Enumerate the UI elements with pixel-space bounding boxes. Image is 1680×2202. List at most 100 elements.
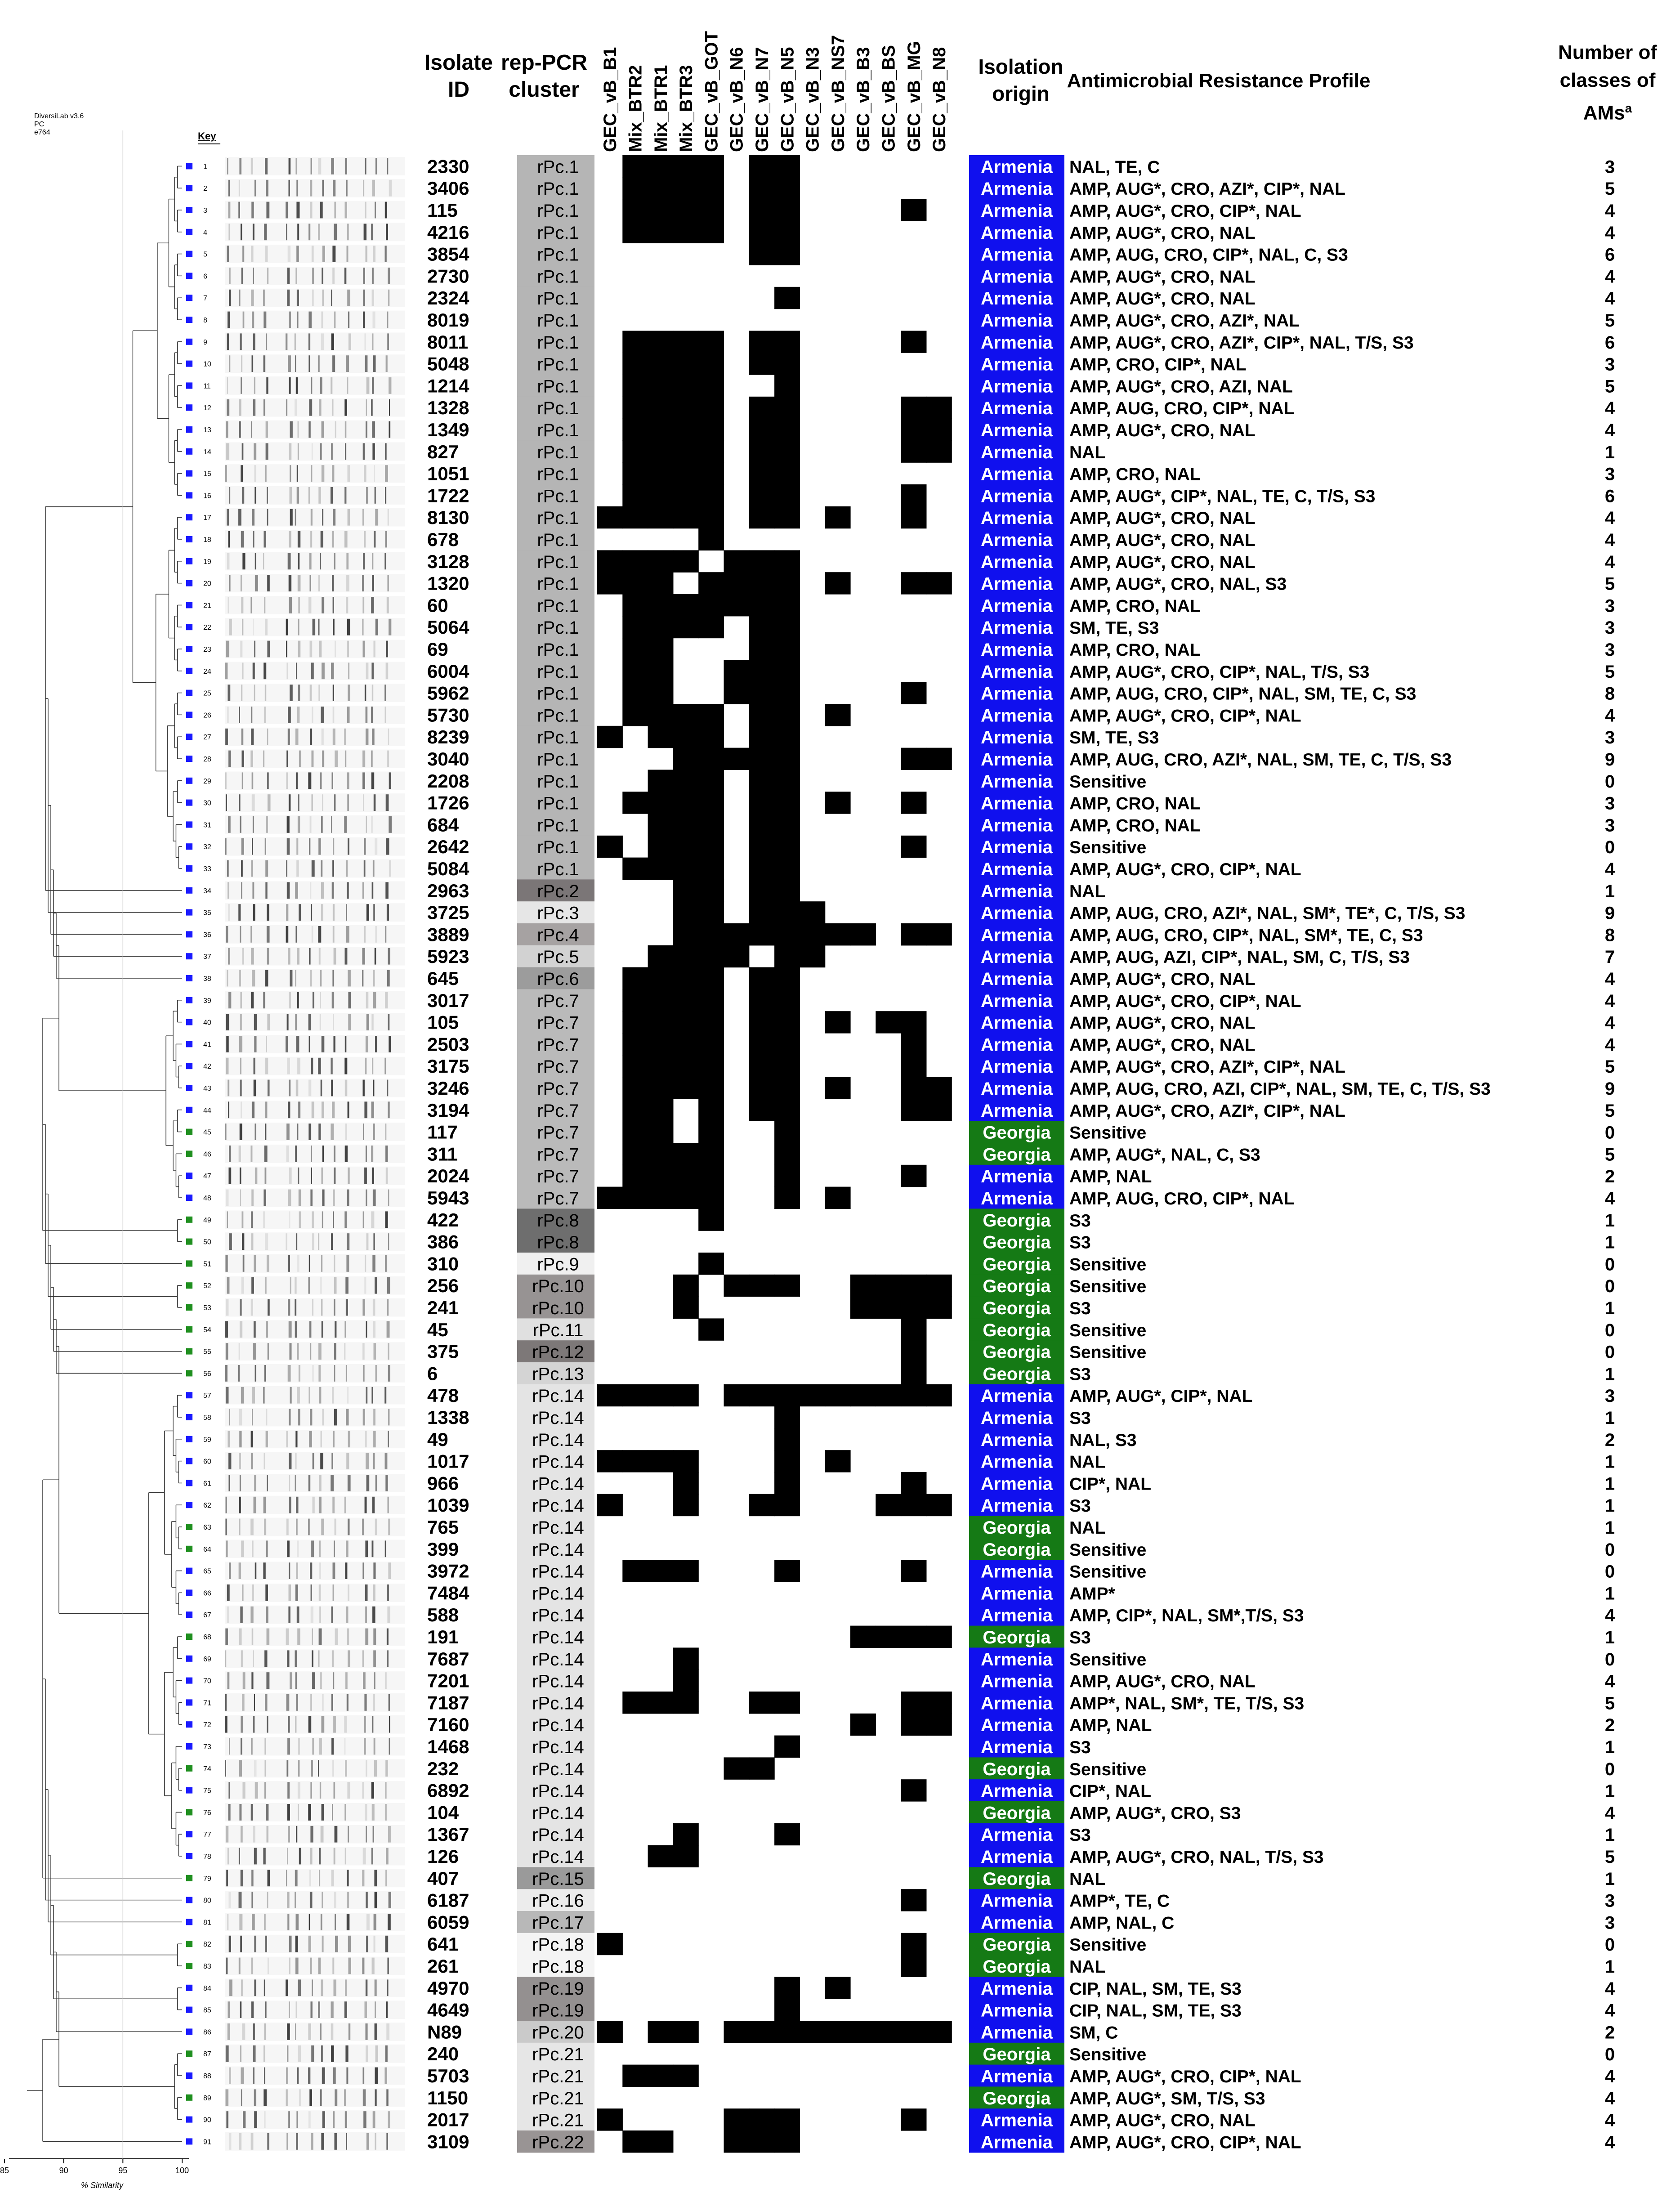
fingerprint-band bbox=[312, 1650, 313, 1667]
heatmap-cell bbox=[901, 747, 927, 770]
fingerprint-band bbox=[310, 728, 313, 745]
fingerprint-band bbox=[229, 1738, 230, 1755]
origin-cell bbox=[969, 1582, 1064, 1604]
cluster-cell bbox=[517, 704, 594, 726]
fingerprint-band bbox=[362, 1650, 364, 1667]
cluster-label: rPc.15 bbox=[532, 1869, 584, 1889]
fingerprint-band bbox=[265, 2001, 267, 2018]
origin-label: Armenia bbox=[981, 376, 1053, 396]
origin-label: Armenia bbox=[981, 443, 1053, 462]
fingerprint-band bbox=[331, 1079, 333, 1097]
fingerprint-band bbox=[384, 2067, 387, 2084]
rep-pcr-header: rep-PCR cluster bbox=[500, 51, 588, 102]
heatmap-cell bbox=[622, 331, 648, 353]
fingerprint-band bbox=[344, 1321, 346, 1338]
fingerprint-band bbox=[229, 355, 231, 372]
fingerprint-lane bbox=[225, 1847, 405, 1866]
heatmap-cell bbox=[622, 462, 648, 485]
fingerprint-lane bbox=[225, 1540, 405, 1558]
fingerprint-band bbox=[363, 794, 364, 811]
fingerprint-band bbox=[371, 1014, 374, 1030]
fingerprint-band bbox=[345, 2045, 349, 2062]
fingerprint-band bbox=[346, 179, 348, 197]
fingerprint-band bbox=[242, 618, 244, 636]
heatmap-cell bbox=[724, 2130, 750, 2153]
key-number: 79 bbox=[203, 1875, 211, 1883]
fingerprint-band bbox=[333, 179, 336, 197]
heatmap-cell bbox=[648, 353, 674, 375]
cluster-cell bbox=[517, 857, 594, 880]
amr-profile: AMP, AUG, CRO, AZI, CIP*, NAL, SM, TE, C… bbox=[1069, 1079, 1491, 1099]
fingerprint-band bbox=[372, 443, 375, 460]
fingerprint-band bbox=[250, 1431, 253, 1448]
fingerprint-band bbox=[346, 246, 349, 262]
fingerprint-band bbox=[267, 1475, 268, 1491]
cluster-cell bbox=[517, 616, 594, 639]
fingerprint-band bbox=[250, 2133, 254, 2150]
fingerprint-band bbox=[331, 1870, 334, 1887]
key-marker bbox=[186, 1326, 192, 1333]
fingerprint-band bbox=[363, 268, 365, 284]
fingerprint-band bbox=[375, 2067, 378, 2084]
fingerprint-band bbox=[345, 1299, 348, 1316]
isolate-id: 3128 bbox=[427, 551, 469, 572]
heatmap-cell bbox=[698, 353, 724, 375]
key-number: 70 bbox=[203, 1678, 211, 1685]
fingerprint-band bbox=[226, 1299, 229, 1316]
heatmap-cell bbox=[774, 177, 800, 200]
heatmap-cell bbox=[673, 923, 699, 946]
fingerprint-band bbox=[288, 1606, 290, 1623]
origin-cell bbox=[969, 1121, 1064, 1143]
fingerprint-band bbox=[225, 662, 228, 680]
key-marker bbox=[186, 2006, 192, 2013]
key-number: 18 bbox=[203, 536, 211, 544]
fingerprint-band bbox=[384, 553, 386, 570]
heatmap-cell bbox=[597, 1494, 623, 1517]
fingerprint-band bbox=[228, 201, 231, 219]
cluster-label: rPc.18 bbox=[532, 1935, 584, 1955]
origin-cell bbox=[969, 1274, 1064, 1297]
heatmap-cell bbox=[774, 1450, 800, 1472]
isolate-id: 8011 bbox=[427, 331, 468, 353]
fingerprint-band bbox=[264, 531, 266, 548]
amr-profile: AMP, AUG*, CRO, NAL bbox=[1069, 267, 1256, 286]
heatmap-cell bbox=[749, 814, 775, 836]
fingerprint-band bbox=[286, 224, 287, 241]
key-marker bbox=[186, 492, 192, 499]
fingerprint-lane bbox=[225, 310, 405, 329]
heatmap-cell bbox=[724, 2021, 750, 2043]
fingerprint-band bbox=[365, 1431, 367, 1448]
fingerprint-band bbox=[371, 1387, 373, 1404]
phage-column-label: GEC_vB_B3 bbox=[853, 47, 873, 152]
fingerprint-band bbox=[311, 1167, 312, 1184]
isolate-id: 3109 bbox=[427, 2131, 469, 2152]
class-count: 6 bbox=[1605, 333, 1615, 353]
key-number: 38 bbox=[203, 975, 211, 983]
heatmap-cell bbox=[749, 660, 775, 682]
fingerprint-band bbox=[332, 355, 335, 372]
fingerprint-band bbox=[250, 1146, 253, 1162]
cluster-label: rPc.1 bbox=[537, 706, 579, 725]
heatmap-cell bbox=[901, 682, 927, 704]
fingerprint-band bbox=[239, 970, 241, 987]
origin-cell bbox=[969, 221, 1064, 243]
cluster-cell bbox=[517, 286, 594, 309]
fingerprint-band bbox=[366, 1321, 367, 1338]
fingerprint-band bbox=[365, 1057, 367, 1074]
fingerprint-band bbox=[321, 1518, 324, 1535]
fingerprint-band bbox=[289, 1935, 292, 1952]
heatmap-cell bbox=[622, 660, 648, 682]
isolation-origin-column: ArmeniaArmeniaArmeniaArmeniaArmeniaArmen… bbox=[969, 155, 1064, 2153]
cluster-cell bbox=[517, 792, 594, 814]
heatmap-cell bbox=[648, 967, 674, 989]
fingerprint-band bbox=[251, 728, 254, 745]
fingerprint-bands bbox=[225, 157, 405, 2151]
fingerprint-band bbox=[348, 1957, 351, 1974]
origin-label: Armenia bbox=[981, 2001, 1053, 2021]
fingerprint-band bbox=[289, 1211, 290, 1228]
origin-label: Armenia bbox=[981, 486, 1053, 506]
key-marker bbox=[186, 1282, 192, 1289]
key-number: 77 bbox=[203, 1831, 211, 1839]
origin-label: Georgia bbox=[983, 1957, 1051, 1977]
fingerprint-band bbox=[364, 531, 366, 548]
